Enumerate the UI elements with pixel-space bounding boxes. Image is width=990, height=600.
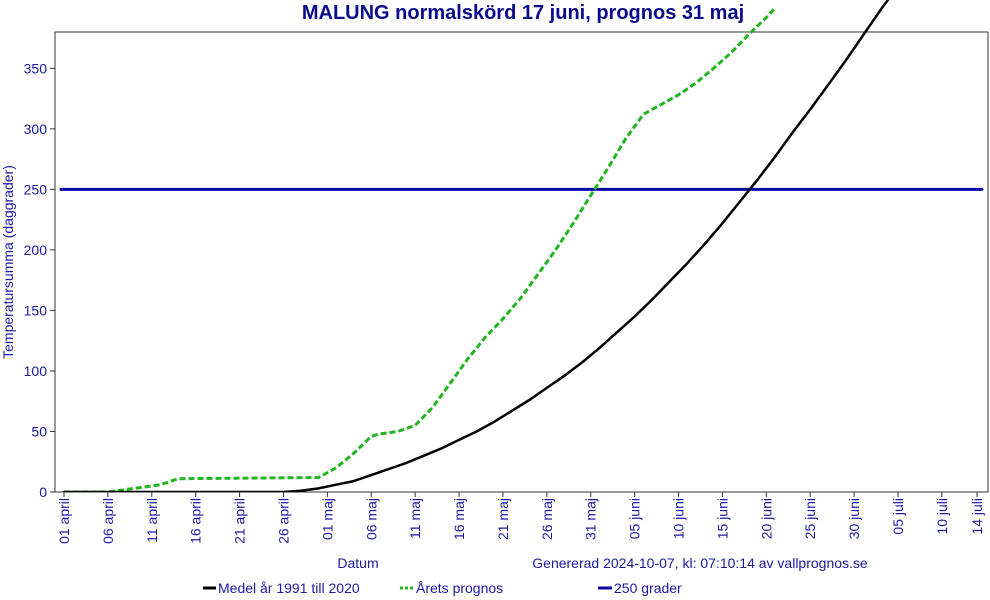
x-tick-label: 14 juli [969, 498, 985, 535]
plot-area [54, 31, 989, 493]
x-tick-label: 06 maj [363, 498, 379, 540]
x-tick-label: 11 april [144, 498, 160, 543]
generated-text: Genererad 2024-10-07, kl: 07:10:14 av va… [532, 555, 868, 571]
x-tick-label: 01 april [56, 498, 72, 544]
x-axis: 01 april 06 april 11 april 16 april 21 april… [56, 492, 985, 544]
x-axis-label: Datum [337, 555, 378, 571]
x-tick-label: 10 juli [934, 498, 950, 535]
chart-title: MALUNG normalskörd 17 juni, prognos 31 m… [302, 2, 744, 24]
x-tick-label: 25 juni [802, 498, 818, 539]
y-tick-label: 150 [24, 302, 48, 318]
x-tick-label: 26 maj [539, 498, 555, 540]
y-tick-label: 250 [24, 181, 48, 197]
x-tick-label: 15 juni [714, 498, 730, 539]
series-line-medel [62, 0, 890, 492]
x-tick-label: 16 april [188, 498, 204, 544]
y-tick-label: 50 [31, 423, 47, 439]
series-group [59, 0, 984, 492]
x-tick-label: 01 maj [319, 498, 335, 540]
x-tick-label: 10 juni [671, 498, 687, 539]
x-tick-label: 26 april [275, 498, 291, 544]
x-tick-label: 30 juni [846, 498, 862, 539]
y-axis: 0 50 100 150 200 250 300 350 [24, 60, 55, 500]
x-tick-label: 06 april [100, 498, 116, 544]
legend: Medel år 1991 till 2020 Årets prognos 250 … [203, 580, 682, 596]
legend-item-250-grader-label: 250 grader [614, 580, 682, 596]
legend-item-arets-prognos-label: Årets prognos [416, 580, 503, 596]
x-tick-label: 20 juni [758, 498, 774, 539]
y-tick-label: 100 [24, 363, 48, 379]
y-tick-label: 300 [24, 121, 48, 137]
y-tick-label: 200 [24, 242, 48, 258]
y-tick-label: 0 [39, 484, 47, 500]
x-tick-label: 16 maj [451, 498, 467, 540]
x-tick-label: 11 maj [407, 498, 423, 539]
x-tick-label: 31 maj [583, 498, 599, 540]
y-axis-label: Temperatursumma (daggrader) [0, 165, 16, 359]
x-tick-label: 05 juni [627, 498, 643, 539]
legend-item-medel-label: Medel år 1991 till 2020 [218, 580, 360, 596]
x-tick-label: 05 juli [890, 498, 906, 535]
x-tick-label: 21 april [232, 498, 248, 544]
x-tick-label: 21 maj [495, 498, 511, 540]
series-line-arets-prognos [64, 6, 777, 492]
y-tick-label: 350 [24, 60, 48, 76]
